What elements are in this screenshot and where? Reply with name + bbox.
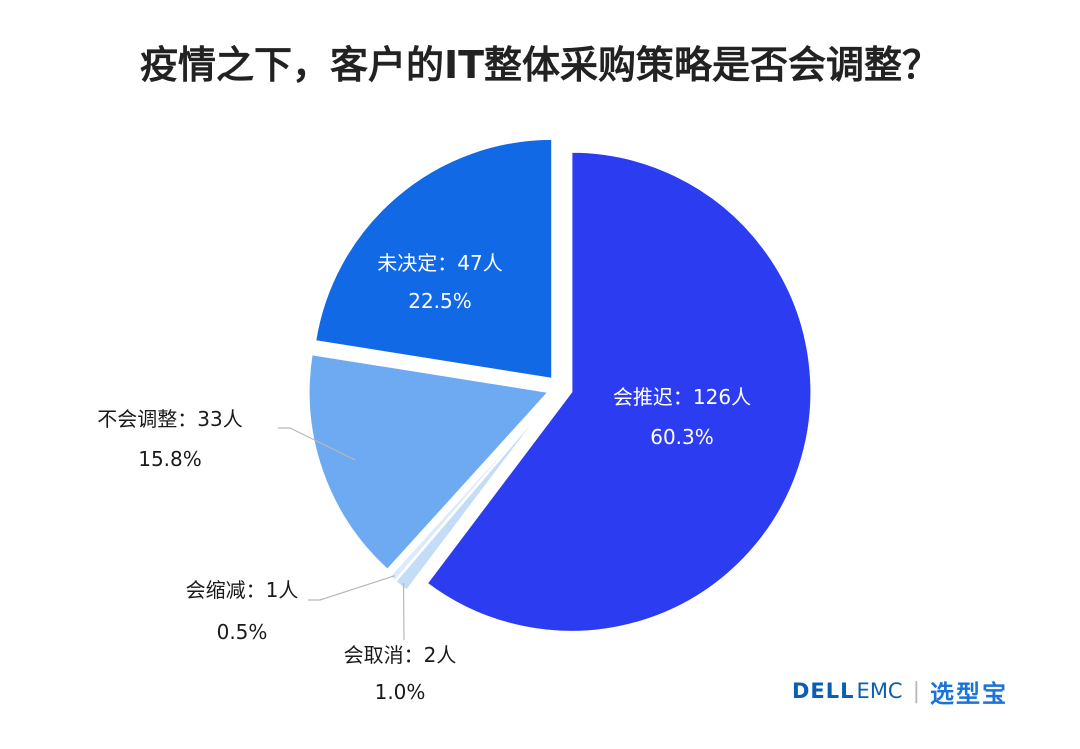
pie-slice-undecided	[314, 137, 554, 381]
slice-percent-cancel: 1.0%	[375, 680, 426, 704]
slice-labels: 会推迟：126人 60.3% 会取消：2人 1.0% 会缩减：1人 0.5% 不会调整：33…	[97, 251, 751, 704]
slice-percent-undecided: 22.5%	[408, 289, 472, 313]
emc-logo-text: EMC	[856, 679, 903, 703]
leader-lines	[278, 427, 405, 641]
pie-slice-postpone	[425, 150, 813, 633]
slice-label-postpone: 会推迟：126人	[613, 385, 751, 409]
slice-label-undecided: 未决定：47人	[377, 251, 502, 275]
pie-slices	[307, 137, 813, 633]
slice-label-no-change: 不会调整：33人	[97, 407, 242, 431]
brand-logo: DELL EMC | 选型宝	[792, 676, 1009, 708]
slice-percent-postpone: 60.3%	[650, 425, 714, 449]
slice-percent-reduce: 0.5%	[217, 620, 268, 644]
xuanxingbao-logo-text: 选型宝	[930, 679, 1009, 708]
brand-separator: |	[912, 678, 921, 704]
leader-line-no-change	[278, 427, 356, 461]
chart-title: 疫情之下，客户的IT整体采购策略是否会调整？	[140, 43, 940, 87]
slice-label-cancel: 会取消：2人	[344, 643, 457, 667]
slice-label-reduce: 会缩减：1人	[186, 578, 299, 602]
leader-line-reduce	[308, 575, 396, 601]
pie-slice-no-change	[307, 353, 551, 572]
slice-percent-no-change: 15.8%	[138, 447, 202, 471]
pie-slice-reduce	[388, 397, 552, 583]
dell-logo-text: DELL	[792, 679, 855, 703]
leader-line-cancel	[402, 582, 405, 641]
